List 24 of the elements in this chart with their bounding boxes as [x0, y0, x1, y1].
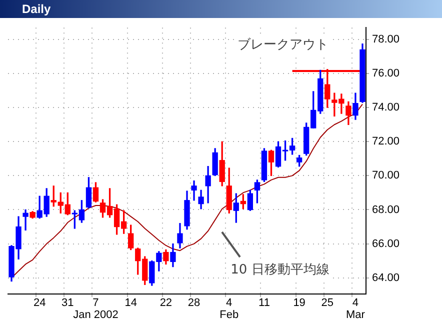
x-tick-label: 7 Jan 2002 [73, 297, 118, 322]
y-tick-label: 78.00 [372, 34, 400, 46]
x-tick-label: 28 [188, 297, 200, 310]
y-tick-label: 66.00 [372, 238, 400, 250]
annotation: ブレークアウト [238, 37, 328, 52]
annotation: 10 日移動平均線 [230, 262, 330, 278]
y-tick-label: 68.00 [372, 204, 400, 216]
x-tick-label: 11 [258, 297, 270, 310]
candlestick [22, 209, 28, 230]
x-tick-label: 22 [160, 297, 172, 310]
y-tick-label: 74.00 [372, 102, 400, 114]
y-tick-label: 72.00 [372, 136, 400, 148]
y-tick-label: 76.00 [372, 68, 400, 80]
x-tick-label: 24 [33, 297, 46, 310]
x-tick-label: 19 [293, 297, 306, 310]
x-tick-label: 31 [62, 297, 74, 310]
candlestick [191, 180, 197, 201]
chart-title: Daily [21, 2, 51, 16]
x-tick-label: 14 [124, 297, 137, 310]
y-tick-label: 64.00 [372, 272, 400, 284]
x-tick-label: 25 [321, 297, 334, 310]
x-tick-label: 4 Feb [220, 297, 239, 322]
y-tick-label: 70.00 [372, 170, 400, 182]
x-tick-label: 4 Mar [346, 297, 366, 322]
